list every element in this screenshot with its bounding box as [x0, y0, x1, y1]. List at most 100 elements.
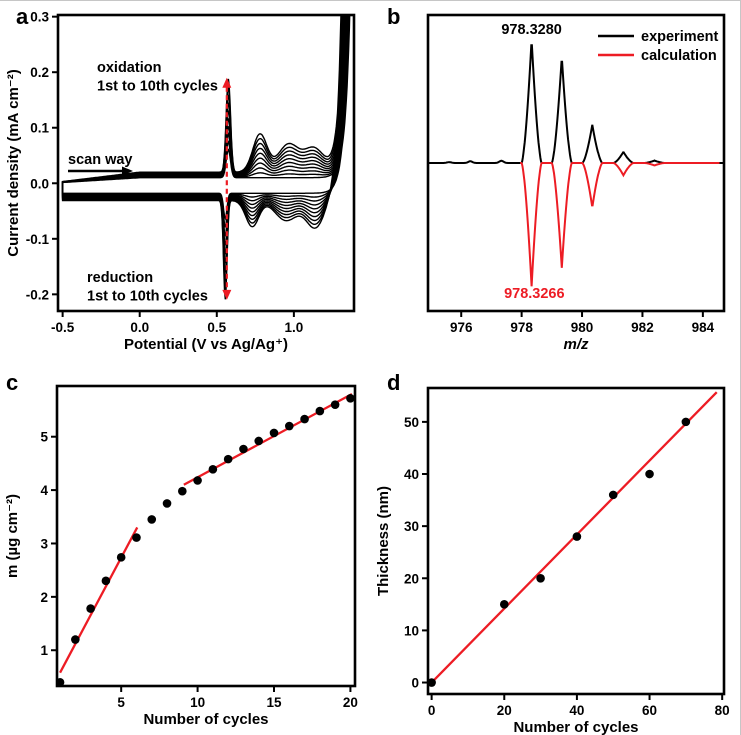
- data-point: [116, 553, 126, 562]
- x-tick-label: -0.5: [51, 320, 75, 335]
- x-tick-label: 20: [497, 703, 512, 718]
- x-tick-label: 5: [117, 695, 125, 710]
- y-tick-label: -0.2: [26, 287, 49, 302]
- y-tick-label: 0.3: [30, 10, 49, 25]
- calculation-trace: [520, 162, 720, 287]
- cv-cycle-5: [61, 15, 348, 255]
- y-axis-label: m (µg cm⁻²): [4, 494, 21, 578]
- x-tick-label: 982: [631, 320, 654, 335]
- y-tick-label: 2: [40, 590, 48, 605]
- panel-b-chart: 978.3280 978.3266 976 978 980 982 984 m/z experi…: [426, 13, 726, 353]
- data-point: [208, 464, 218, 474]
- data-point: [608, 490, 618, 500]
- data-point: [269, 428, 279, 438]
- x-axis-label: Potential (V vs Ag/Ag⁺): [124, 336, 288, 353]
- x-tick-label: 0: [428, 703, 436, 718]
- x-tick-label: 978: [510, 320, 533, 335]
- peak-growth-arrowhead-up: [222, 77, 232, 88]
- y-tick-label: -0.1: [26, 232, 50, 247]
- oxidation-annotation: oxidation: [97, 60, 161, 76]
- data-point: [254, 436, 264, 446]
- panel-d-label: d: [387, 370, 401, 395]
- panel-b-label: b: [387, 4, 401, 29]
- data-point: [132, 533, 141, 542]
- y-tick-label: 10: [404, 623, 419, 638]
- y-axis-label: Current density (mA cm⁻²): [5, 69, 22, 256]
- data-point: [536, 573, 545, 583]
- y-tick-label: 50: [404, 415, 419, 430]
- x-tick-label: 10: [190, 695, 205, 710]
- x-tick-label: 40: [569, 703, 584, 718]
- data-point: [86, 604, 95, 613]
- y-tick-label: 3: [40, 536, 48, 551]
- y-tick-label: 0.2: [30, 65, 49, 80]
- cv-cycle-9: [61, 15, 344, 291]
- panel-a-label: a: [16, 4, 29, 29]
- plot-frame: [55, 384, 357, 688]
- panel-d-chart: 0 20 40 60 80 0 10 20 30 40 50 Number of cycles Thic…: [375, 386, 730, 735]
- data-point: [572, 532, 582, 541]
- data-point: [101, 576, 111, 586]
- cv-cycle-4: [61, 15, 348, 246]
- cv-cycle-1: [61, 15, 351, 221]
- data-point: [178, 486, 187, 496]
- data-point: [239, 444, 248, 454]
- plot-frame: [426, 386, 726, 696]
- x-axis-label: Number of cycles: [143, 711, 268, 728]
- x-tick-label: 1.0: [284, 320, 303, 335]
- oxidation-annotation: 1st to 10th cycles: [97, 79, 218, 95]
- data-point: [346, 393, 355, 403]
- data-point: [330, 400, 340, 409]
- y-axis-label: Thickness (nm): [375, 486, 392, 596]
- x-tick-label: 980: [571, 320, 594, 335]
- reduction-annotation: reduction: [87, 270, 153, 286]
- y-tick-label: 0.0: [30, 176, 49, 191]
- data-point: [681, 417, 691, 427]
- cv-cycle-8: [61, 15, 345, 282]
- x-tick-label: 80: [715, 703, 730, 718]
- panel-c-label: c: [6, 370, 19, 395]
- legend-label-experiment: experiment: [641, 29, 719, 45]
- x-tick-label: 20: [343, 695, 358, 710]
- data-point: [71, 635, 80, 644]
- data-point: [645, 469, 654, 479]
- y-tick-label: 40: [404, 467, 419, 482]
- data-point: [223, 454, 233, 464]
- cv-cycle-10: [61, 15, 343, 300]
- x-tick-label: 60: [642, 703, 657, 718]
- y-tick-label: 4: [40, 483, 48, 498]
- y-tick-label: 20: [404, 571, 419, 586]
- scan-direction-arrowhead: [122, 166, 133, 176]
- cv-cycle-6: [61, 15, 347, 264]
- x-tick-label: 0.0: [130, 320, 149, 335]
- data-point: [57, 677, 65, 686]
- data-point: [499, 600, 509, 609]
- x-axis-label: m/z: [563, 336, 589, 353]
- x-tick-label: 984: [692, 320, 715, 335]
- data-point: [284, 421, 294, 431]
- peak-growth-arrowhead-down: [222, 289, 232, 300]
- panel-d-series: [428, 391, 718, 687]
- data-point: [300, 414, 309, 424]
- y-tick-label: 1: [40, 643, 48, 658]
- plot-frame: [56, 13, 356, 313]
- scan-way-annotation: scan way: [68, 152, 133, 168]
- data-point: [428, 678, 436, 687]
- legend-label-calculation: calculation: [641, 48, 717, 64]
- data-point: [147, 515, 157, 524]
- experiment-peak-label: 978.3280: [501, 22, 561, 38]
- panel-b-series: [428, 44, 724, 287]
- panel-c-series: [57, 392, 355, 686]
- x-axis-label: Number of cycles: [513, 719, 638, 735]
- fit-line-1: [59, 526, 139, 674]
- x-tick-label: 976: [450, 320, 473, 335]
- data-point: [162, 499, 172, 508]
- x-tick-label: 0.5: [207, 320, 226, 335]
- y-tick-label: 0: [411, 676, 419, 691]
- cv-cycle-7: [61, 15, 346, 273]
- plot-frame: [426, 13, 726, 313]
- y-tick-label: 0.1: [30, 121, 49, 136]
- x-tick-label: 15: [266, 695, 282, 710]
- data-point: [193, 476, 202, 485]
